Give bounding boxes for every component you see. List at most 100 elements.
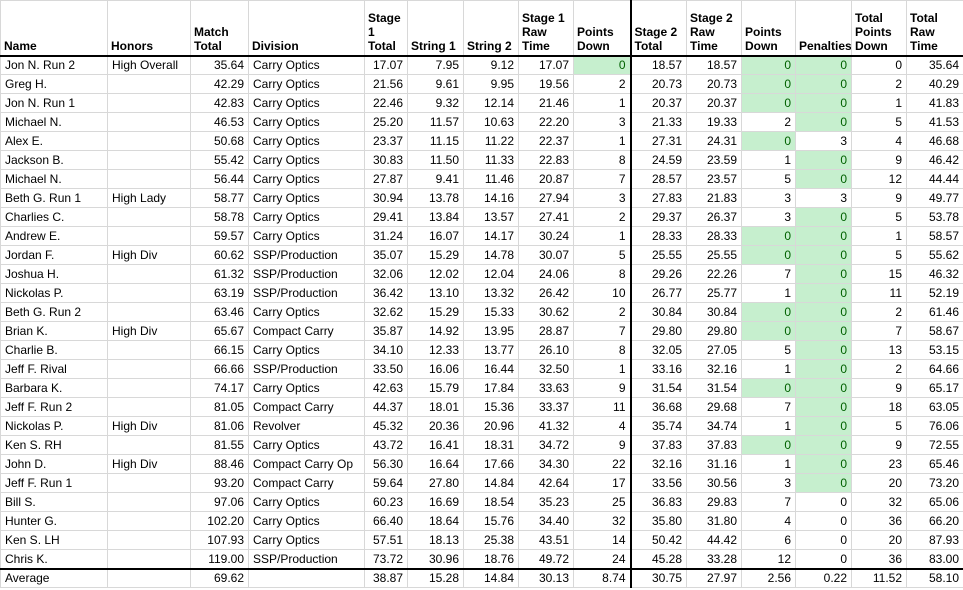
column-header-s1_raw[interactable]: Stage 1 Raw Time [518,0,574,57]
cell-s2_raw[interactable]: 31.16 [686,454,742,474]
cell-penalties[interactable]: 0 [795,74,852,94]
cell-s1_total[interactable]: 44.37 [364,397,408,417]
cell-division[interactable]: SSP/Production [248,549,365,569]
cell-division[interactable]: Compact Carry Op [248,454,365,474]
cell-s2_raw[interactable]: 20.37 [686,93,742,113]
column-header-honors[interactable]: Honors [107,0,191,57]
cell-total_raw[interactable]: 46.32 [906,264,963,284]
cell-s1_total[interactable]: 30.83 [364,150,408,170]
cell-s2_total[interactable]: 36.83 [629,492,687,512]
cell-total_pd[interactable]: 20 [851,473,907,493]
cell-s1_pd[interactable]: 3 [573,188,631,208]
cell-match_total[interactable]: 81.05 [190,397,249,417]
cell-s1_raw[interactable]: 22.20 [518,112,574,132]
cell-honors[interactable] [107,435,191,455]
cell-string2[interactable]: 14.16 [463,188,519,208]
cell-s1_total[interactable]: 32.62 [364,302,408,322]
cell-total_raw[interactable]: 46.42 [906,150,963,170]
cell-total_raw[interactable]: 52.19 [906,283,963,303]
cell-s1_total[interactable]: 27.87 [364,169,408,189]
cell-penalties[interactable]: 0.22 [795,567,852,588]
cell-s2_pd[interactable]: 1 [741,150,796,170]
cell-penalties[interactable]: 0 [795,378,852,398]
cell-string1[interactable]: 16.64 [407,454,464,474]
cell-s1_pd[interactable]: 2 [573,302,631,322]
column-header-s2_pd[interactable]: Points Down [741,0,796,57]
cell-total_pd[interactable]: 9 [851,378,907,398]
cell-s2_raw[interactable]: 31.80 [686,511,742,531]
cell-string1[interactable]: 15.79 [407,378,464,398]
cell-total_raw[interactable]: 87.93 [906,530,963,550]
cell-string1[interactable]: 13.78 [407,188,464,208]
cell-name[interactable]: Jackson B. [0,150,108,170]
cell-string1[interactable]: 16.07 [407,226,464,246]
cell-division[interactable]: Carry Optics [248,55,365,75]
cell-s1_total[interactable]: 57.51 [364,530,408,550]
cell-penalties[interactable]: 0 [795,283,852,303]
cell-name[interactable]: Hunter G. [0,511,108,531]
cell-total_raw[interactable]: 58.57 [906,226,963,246]
cell-s1_pd[interactable]: 7 [573,169,631,189]
cell-s2_pd[interactable]: 0 [741,226,796,246]
cell-total_raw[interactable]: 65.46 [906,454,963,474]
cell-s1_raw[interactable]: 43.51 [518,530,574,550]
cell-string2[interactable]: 12.14 [463,93,519,113]
cell-name[interactable]: Charlies C. [0,207,108,227]
cell-s2_raw[interactable]: 29.80 [686,321,742,341]
cell-s2_pd[interactable]: 12 [741,549,796,569]
cell-honors[interactable] [107,302,191,322]
cell-s1_total[interactable]: 38.87 [364,567,408,588]
cell-penalties[interactable]: 0 [795,264,852,284]
cell-total_pd[interactable]: 11 [851,283,907,303]
cell-s1_raw[interactable]: 21.46 [518,93,574,113]
column-header-total_pd[interactable]: Total Points Down [851,0,907,57]
cell-s2_total[interactable]: 32.05 [629,340,687,360]
cell-s1_pd[interactable]: 8 [573,150,631,170]
cell-s2_total[interactable]: 33.16 [629,359,687,379]
cell-s2_raw[interactable]: 25.55 [686,245,742,265]
cell-s2_total[interactable]: 50.42 [629,530,687,550]
cell-s1_pd[interactable]: 25 [573,492,631,512]
cell-s1_raw[interactable]: 30.13 [518,567,574,588]
cell-total_pd[interactable]: 32 [851,492,907,512]
cell-s1_total[interactable]: 30.94 [364,188,408,208]
column-header-division[interactable]: Division [248,0,365,57]
cell-honors[interactable] [107,226,191,246]
cell-total_pd[interactable]: 5 [851,207,907,227]
cell-match_total[interactable]: 119.00 [190,549,249,569]
cell-total_pd[interactable]: 20 [851,530,907,550]
cell-total_raw[interactable]: 72.55 [906,435,963,455]
cell-s1_pd[interactable]: 8 [573,264,631,284]
cell-s1_pd[interactable]: 11 [573,397,631,417]
cell-match_total[interactable]: 50.68 [190,131,249,151]
cell-division[interactable]: Carry Optics [248,93,365,113]
cell-s2_total[interactable]: 28.33 [629,226,687,246]
cell-string2[interactable]: 13.77 [463,340,519,360]
cell-name[interactable]: Beth G. Run 1 [0,188,108,208]
cell-name[interactable]: Joshua H. [0,264,108,284]
cell-total_pd[interactable]: 36 [851,511,907,531]
cell-total_raw[interactable]: 55.62 [906,245,963,265]
cell-penalties[interactable]: 3 [795,188,852,208]
cell-penalties[interactable]: 3 [795,131,852,151]
cell-s2_pd[interactable]: 1 [741,283,796,303]
cell-name[interactable]: Bill S. [0,492,108,512]
cell-s1_pd[interactable]: 2 [573,207,631,227]
cell-total_pd[interactable]: 11.52 [851,567,907,588]
cell-total_raw[interactable]: 53.78 [906,207,963,227]
cell-name[interactable]: Jeff F. Run 1 [0,473,108,493]
cell-division[interactable]: Carry Optics [248,131,365,151]
cell-s1_raw[interactable]: 33.37 [518,397,574,417]
cell-s1_pd[interactable]: 10 [573,283,631,303]
cell-total_raw[interactable]: 53.15 [906,340,963,360]
column-header-total_raw[interactable]: Total Raw Time [906,0,963,57]
cell-total_pd[interactable]: 12 [851,169,907,189]
cell-match_total[interactable]: 58.78 [190,207,249,227]
cell-match_total[interactable]: 42.83 [190,93,249,113]
cell-division[interactable]: Compact Carry [248,473,365,493]
cell-s1_raw[interactable]: 30.62 [518,302,574,322]
cell-name[interactable]: Michael N. [0,112,108,132]
cell-s1_total[interactable]: 25.20 [364,112,408,132]
cell-honors[interactable] [107,207,191,227]
cell-division[interactable]: Carry Optics [248,511,365,531]
